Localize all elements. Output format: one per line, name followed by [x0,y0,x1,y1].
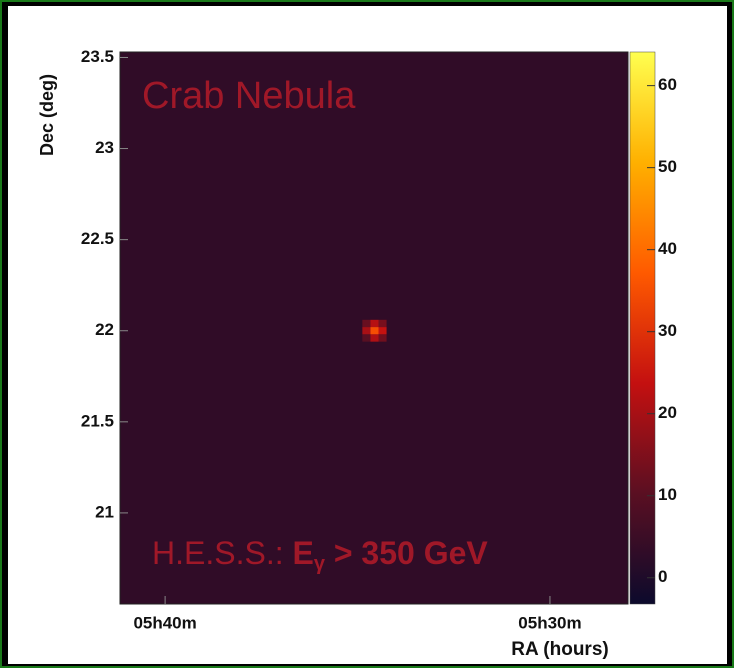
energy-prefix: H.E.S.S.: [152,535,292,571]
y-tick-label: 21.5 [81,411,114,430]
chart: Dec (deg) RA (hours) Crab Nebula H.E.S.S… [0,0,734,668]
colorbar-tick-label: 20 [658,403,677,422]
plot [120,52,628,604]
page: {"chart_data": { "type": "heatmap", "ann… [0,0,734,668]
heatmap-cell [370,327,378,334]
energy-rest: > 350 GeV [325,535,488,571]
colorbar-tick-label: 40 [658,239,677,258]
x-tick-label: 05h40m [133,613,196,632]
annotation: Crab Nebula [142,75,356,117]
colorbar-tick-label: 60 [658,75,677,94]
heatmap-cell [379,334,387,341]
y-tick-label: 23.5 [81,47,114,66]
colorbar-tick-label: 30 [658,321,677,340]
heatmap-cell [370,334,378,341]
heatmap-cell [362,320,370,327]
y-tick-label: 22.5 [81,229,114,248]
heatmap-cell [379,327,387,334]
heatmap-cell [379,320,387,327]
y-tick-label: 22 [95,320,114,339]
y-tick-label: 21 [95,502,114,521]
y-tick-label: 23 [95,138,114,157]
heatmap-cell [362,334,370,341]
heatmap-cell [370,320,378,327]
y-axis-label: Dec (deg) [37,74,57,156]
colorbar-tick-label: 0 [658,567,667,586]
energy-symbol: E [292,535,313,571]
colorbar-tick-label: 50 [658,157,677,176]
heatmap-cell [362,327,370,334]
colorbar [630,52,655,604]
x-axis-label: RA (hours) [511,639,608,660]
colorbar-tick-label: 10 [658,485,677,504]
x-tick-label: 05h30m [518,613,581,632]
